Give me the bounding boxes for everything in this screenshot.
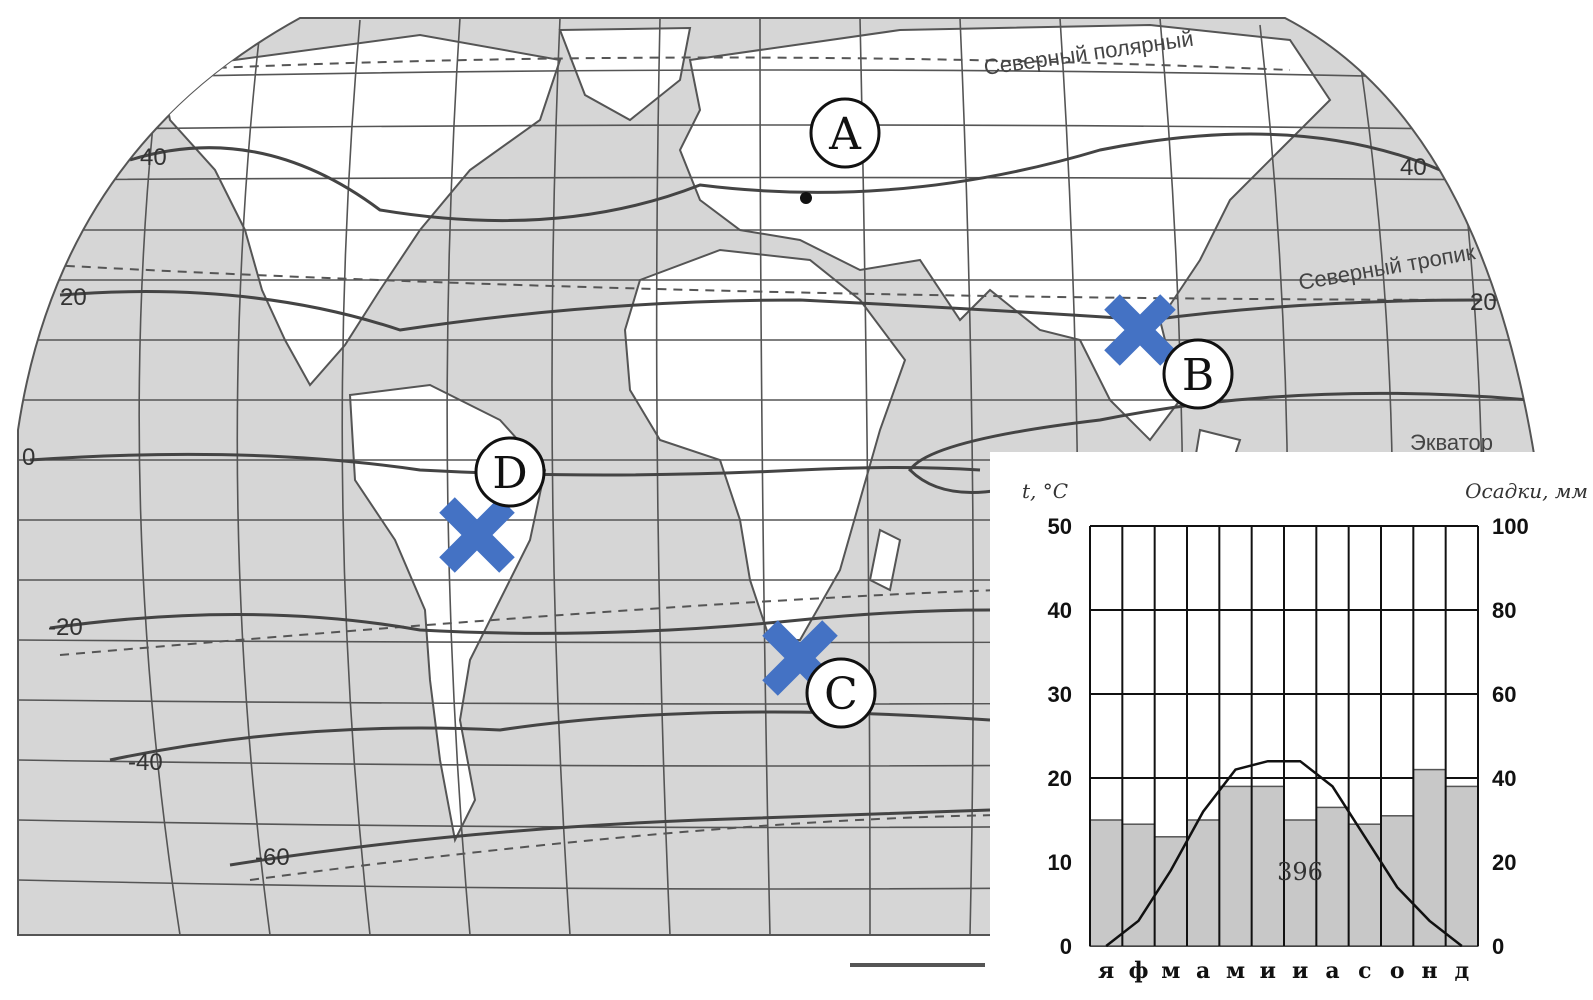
marker-b: B [1162, 338, 1234, 410]
month-label: а [1196, 958, 1210, 984]
month-label: н [1421, 958, 1437, 984]
southern-tropic-line [59, 589, 1001, 656]
x-marker-b [1104, 294, 1176, 366]
equator-label: Экватор [1410, 430, 1493, 455]
precip-bar [1153, 836, 1188, 947]
madagascar [868, 528, 902, 592]
right-tick-label: 80 [1492, 598, 1516, 623]
marker-b-label: B [1182, 350, 1214, 401]
right-tick-label: 40 [1492, 766, 1516, 791]
right-axis-ticks: 0 20 40 60 80 100 [1492, 514, 1529, 959]
isotherm-label-0-left: 0 [22, 444, 35, 471]
isotherm-20n [59, 290, 1481, 332]
isotherm-label-20-left: 20 [60, 284, 87, 311]
left-tick-label: 30 [1048, 682, 1072, 707]
left-axis-ticks: 0 10 20 30 40 50 [1048, 514, 1072, 959]
precip-bar [1186, 819, 1221, 947]
precip-bar [1250, 785, 1285, 947]
isotherm-label-20-right: 20 [1470, 289, 1497, 316]
isotherm-ocean-loop [908, 391, 1531, 494]
precip-bar [1347, 823, 1382, 947]
antarctic-circle-line [249, 814, 1001, 881]
right-tick-label: 100 [1492, 514, 1529, 539]
isotherm-20s [49, 608, 991, 635]
precip-bar [1218, 785, 1253, 947]
climate-chart: t, °C Осадки, мм 0 10 20 30 40 50 0 20 40 60 80 10… [990, 452, 1593, 1000]
left-tick-label: 20 [1048, 766, 1072, 791]
marker-c-label: C [824, 669, 858, 720]
marker-c: C [805, 657, 877, 729]
chart-month-dividers [1089, 526, 1479, 946]
isotherm-label-minus40-left: -40 [128, 749, 163, 776]
precip-bar [1121, 823, 1156, 947]
month-label: и [1292, 958, 1308, 984]
isotherm-label-40-right: 40 [1400, 154, 1427, 181]
temperature-line [1105, 759, 1463, 947]
marker-a-label: A [828, 109, 862, 160]
right-tick-label: 60 [1492, 682, 1516, 707]
letter-markers: A B C D [474, 97, 1234, 729]
month-label: с [1358, 958, 1371, 984]
marker-d: D [474, 436, 546, 508]
isotherm-40n [129, 132, 1441, 223]
left-tick-label: 0 [1060, 934, 1072, 959]
right-axis-title: Осадки, мм [1465, 479, 1588, 503]
left-tick-label: 10 [1048, 850, 1072, 875]
isotherm-labels: 40 20 0 -20 -40 -60 40 20 [22, 144, 1497, 871]
left-axis-title: t, °C [1022, 479, 1068, 503]
left-tick-label: 40 [1048, 598, 1072, 623]
greenland [558, 26, 692, 122]
right-tick-label: 20 [1492, 850, 1516, 875]
left-tick-label: 50 [1048, 514, 1072, 539]
month-label: и [1260, 958, 1276, 984]
month-label: м [1226, 958, 1245, 984]
x-marker-d [439, 497, 515, 573]
precip-bar [1444, 785, 1479, 947]
isotherm-label-minus60-left: -60 [255, 844, 290, 871]
annual-precip-total: 396 [1277, 858, 1323, 886]
temperature-polyline [1105, 759, 1463, 947]
month-label: я [1098, 958, 1114, 984]
isotherm-label-40-left: 40 [140, 144, 167, 171]
north-america [158, 33, 562, 387]
marker-a: A [809, 97, 881, 169]
marker-d-label: D [492, 448, 527, 499]
isotherms [29, 132, 1531, 867]
month-label: д [1454, 958, 1469, 984]
month-label: ф [1129, 958, 1149, 984]
precip-bar [1089, 819, 1124, 947]
precip-bar [1380, 815, 1415, 947]
isotherm-label-minus20-left: -20 [48, 614, 83, 641]
arctic-circle-line [169, 56, 1291, 71]
month-label: м [1161, 958, 1180, 984]
right-tick-label: 0 [1492, 934, 1504, 959]
x-markers [439, 294, 1176, 696]
precip-bars [1089, 768, 1479, 947]
month-label: о [1390, 958, 1405, 984]
northern-tropic-line [49, 264, 1531, 301]
precip-bar [1315, 806, 1350, 947]
city-dot [800, 192, 812, 204]
special-latitudes [49, 56, 1531, 881]
africa [623, 248, 907, 641]
month-label: а [1325, 958, 1339, 984]
isotherm-60s [229, 808, 991, 867]
isotherm-0 [29, 452, 981, 477]
